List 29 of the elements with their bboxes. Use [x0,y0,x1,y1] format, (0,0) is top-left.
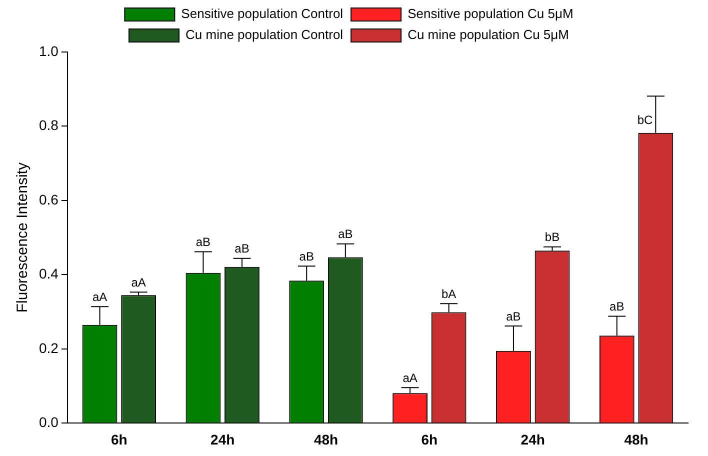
data-label: bA [441,286,456,301]
data-label: aA [92,290,108,304]
x-tick-label: 24h [210,431,235,448]
data-label: aB [196,235,211,250]
data-label: aB [234,242,250,256]
y-tick-label: 0.8 [38,117,59,134]
data-label: aB [610,300,624,314]
legend-label: Sensitive population Cu 5μM [408,6,574,22]
x-tick-label: 48h [624,431,648,448]
x-tick-label: 6h [421,431,438,448]
legend-label: Cu mine population Control [186,27,344,42]
data-label: bB [544,230,560,244]
y-tick-label: 0.4 [38,266,59,282]
data-label: bC [637,113,654,128]
y-tick-label: 0.2 [38,340,59,356]
data-label: aA [402,370,418,385]
legend-label: Cu mine population Cu 5μM [408,27,569,42]
y-tick-label: 1.0 [38,42,59,59]
data-label: aB [506,309,521,324]
legend-label: Sensitive population Control [181,6,344,22]
x-tick-label: 24h [520,431,545,448]
data-label: aB [299,249,314,264]
y-tick-label: 0.0 [38,414,59,430]
data-label: aB [338,227,353,242]
y-axis-title: Fluorescence Intensity [14,162,32,313]
x-tick-label: 6h [111,431,128,448]
x-tick-label: 48h [314,431,338,448]
data-label: aA [131,275,146,290]
y-tick-label: 0.6 [38,191,59,208]
